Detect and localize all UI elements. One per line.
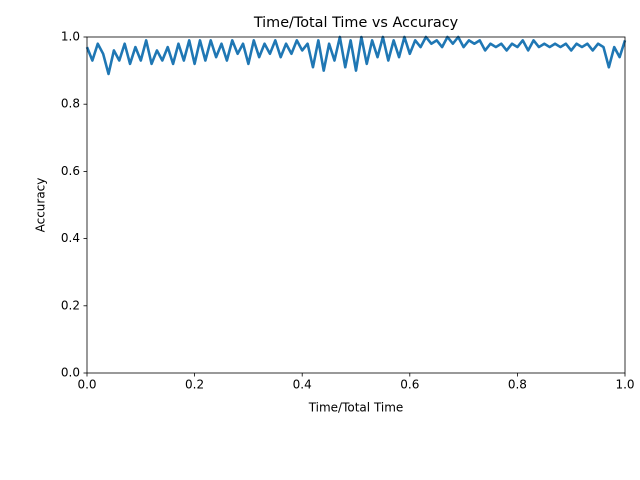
y-axis-label: Accuracy (34, 178, 48, 233)
plot-frame (86, 36, 626, 374)
y-tick-label: 0.8 (61, 97, 80, 111)
x-axis-label: Time/Total Time (308, 401, 404, 415)
x-tick-label: 1.0 (615, 378, 634, 392)
y-tick-label: 1.0 (61, 30, 80, 44)
y-tick-label: 0.0 (61, 366, 80, 380)
y-tick-label: 0.4 (61, 231, 80, 245)
x-tick-label: 0.0 (77, 378, 96, 392)
x-tick-label: 0.8 (508, 378, 527, 392)
x-tick-label: 0.4 (293, 378, 312, 392)
y-tick-label: 0.6 (61, 164, 80, 178)
x-tick-label: 0.2 (185, 378, 204, 392)
chart-title: Time/Total Time vs Accuracy (253, 15, 459, 31)
data-line (85, 35, 627, 76)
y-tick-label: 0.2 (61, 298, 80, 312)
x-tick-label: 0.6 (400, 378, 419, 392)
